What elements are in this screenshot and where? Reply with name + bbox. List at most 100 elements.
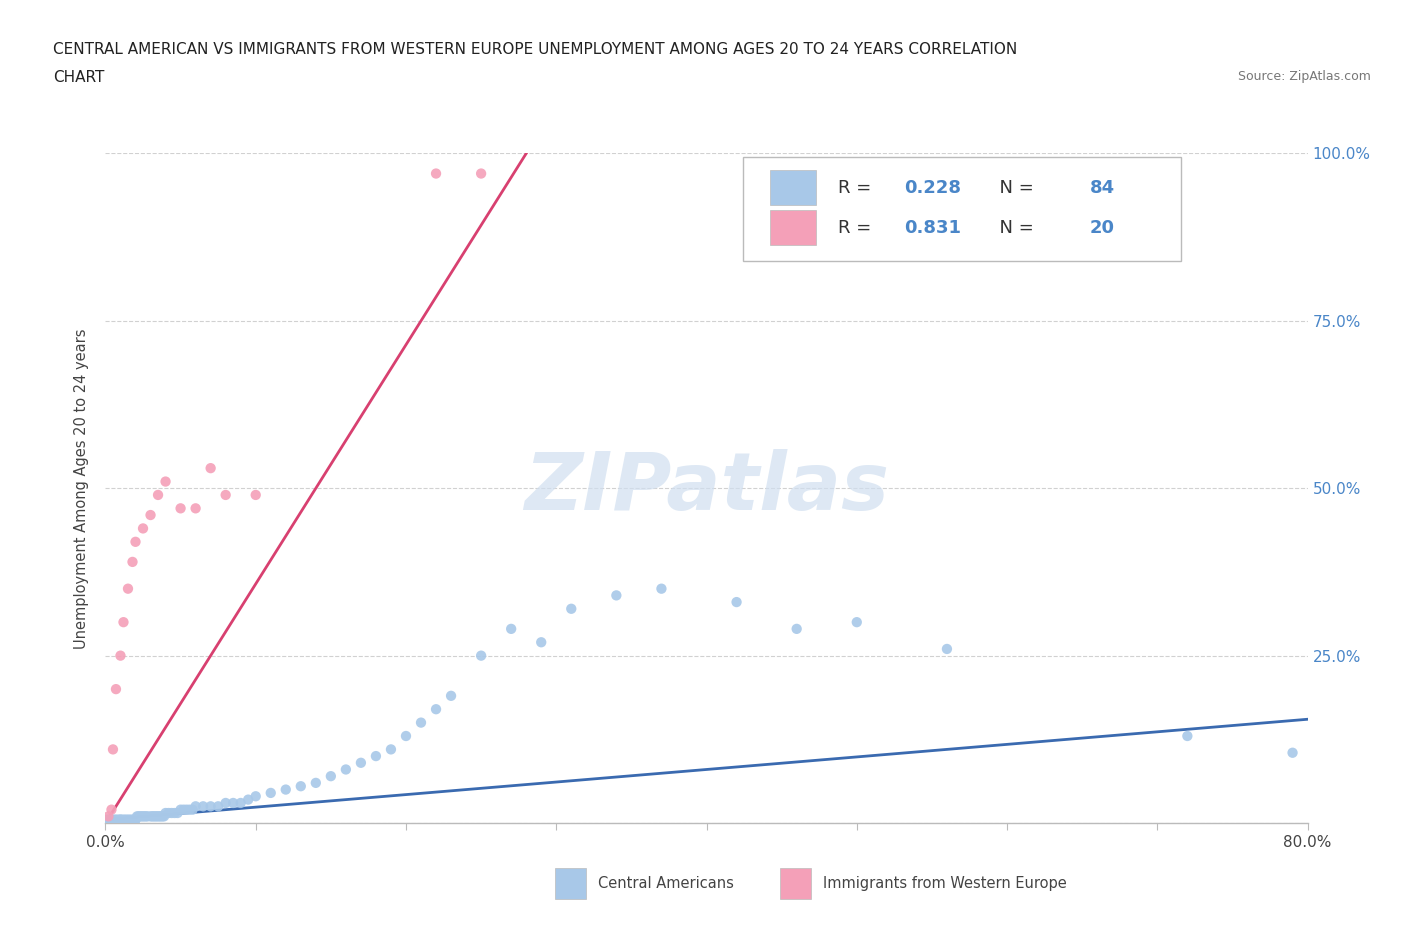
- Point: [128, 809, 150, 824]
- Point: [115, 812, 138, 827]
- Point: [184, 799, 207, 814]
- Text: Source: ZipAtlas.com: Source: ZipAtlas.com: [1237, 70, 1371, 83]
- Text: R =: R =: [838, 219, 876, 237]
- Point: [117, 581, 139, 596]
- Point: [124, 812, 146, 827]
- Point: [169, 803, 191, 817]
- Point: [845, 615, 868, 630]
- Point: [122, 812, 145, 827]
- Point: [98, 812, 121, 827]
- Point: [100, 812, 122, 827]
- Point: [103, 812, 125, 827]
- Point: [110, 648, 132, 663]
- Point: [101, 742, 124, 757]
- Text: Immigrants from Western Europe: Immigrants from Western Europe: [823, 876, 1066, 891]
- Point: [145, 809, 167, 824]
- Point: [319, 769, 342, 784]
- Point: [155, 805, 177, 820]
- Point: [1175, 728, 1198, 743]
- Point: [152, 809, 174, 824]
- Point: [104, 682, 127, 697]
- Point: [238, 792, 260, 807]
- Point: [146, 487, 169, 502]
- Point: [530, 635, 553, 650]
- Text: 0.228: 0.228: [904, 179, 960, 196]
- Point: [97, 809, 120, 824]
- Point: [786, 621, 808, 636]
- Text: ZIPatlas: ZIPatlas: [524, 449, 889, 527]
- Point: [470, 648, 492, 663]
- Point: [290, 778, 312, 793]
- Point: [409, 715, 432, 730]
- Point: [245, 487, 267, 502]
- Point: [142, 809, 165, 824]
- Point: [260, 786, 283, 801]
- Text: N =: N =: [988, 179, 1039, 196]
- Point: [117, 812, 139, 827]
- FancyBboxPatch shape: [780, 869, 811, 898]
- Point: [166, 805, 188, 820]
- Point: [114, 812, 136, 827]
- Point: [101, 812, 124, 827]
- Point: [560, 602, 582, 617]
- Point: [179, 803, 201, 817]
- Point: [112, 812, 135, 827]
- Text: R =: R =: [838, 179, 876, 196]
- Point: [97, 812, 120, 827]
- Point: [169, 501, 191, 516]
- Point: [160, 805, 183, 820]
- Point: [104, 812, 127, 827]
- Point: [132, 809, 155, 824]
- Point: [155, 474, 177, 489]
- FancyBboxPatch shape: [770, 210, 815, 246]
- Point: [112, 615, 135, 630]
- Point: [139, 508, 162, 523]
- Point: [200, 460, 222, 475]
- Point: [245, 789, 267, 804]
- Text: CENTRAL AMERICAN VS IMMIGRANTS FROM WESTERN EUROPE UNEMPLOYMENT AMONG AGES 20 TO: CENTRAL AMERICAN VS IMMIGRANTS FROM WEST…: [53, 42, 1018, 57]
- Y-axis label: Unemployment Among Ages 20 to 24 years: Unemployment Among Ages 20 to 24 years: [75, 328, 90, 648]
- Point: [163, 805, 186, 820]
- Point: [157, 805, 180, 820]
- Point: [425, 702, 447, 717]
- Point: [440, 688, 463, 703]
- Text: Central Americans: Central Americans: [598, 876, 734, 891]
- Point: [605, 588, 627, 603]
- Point: [125, 809, 148, 824]
- Text: 84: 84: [1090, 179, 1115, 196]
- Point: [108, 812, 131, 827]
- Point: [96, 812, 118, 827]
- Point: [139, 809, 162, 824]
- Point: [501, 621, 523, 636]
- FancyBboxPatch shape: [742, 157, 1181, 260]
- Point: [1281, 745, 1303, 760]
- Point: [118, 812, 141, 827]
- Point: [425, 166, 447, 181]
- Point: [380, 742, 402, 757]
- Point: [184, 501, 207, 516]
- Point: [120, 812, 142, 827]
- Point: [229, 795, 252, 810]
- Text: 0.831: 0.831: [904, 219, 960, 237]
- Point: [274, 782, 297, 797]
- Point: [100, 803, 122, 817]
- Point: [200, 799, 222, 814]
- Point: [207, 799, 229, 814]
- Point: [107, 812, 129, 827]
- Point: [470, 166, 492, 181]
- Point: [214, 487, 236, 502]
- Point: [110, 812, 132, 827]
- Point: [191, 799, 214, 814]
- Text: CHART: CHART: [53, 70, 105, 85]
- Point: [350, 755, 373, 770]
- Point: [124, 812, 146, 827]
- Point: [222, 795, 245, 810]
- Point: [110, 812, 132, 827]
- Point: [214, 795, 236, 810]
- Point: [132, 521, 155, 536]
- Point: [143, 809, 166, 824]
- Point: [936, 642, 959, 657]
- Point: [153, 809, 176, 824]
- Point: [121, 812, 143, 827]
- Point: [364, 749, 387, 764]
